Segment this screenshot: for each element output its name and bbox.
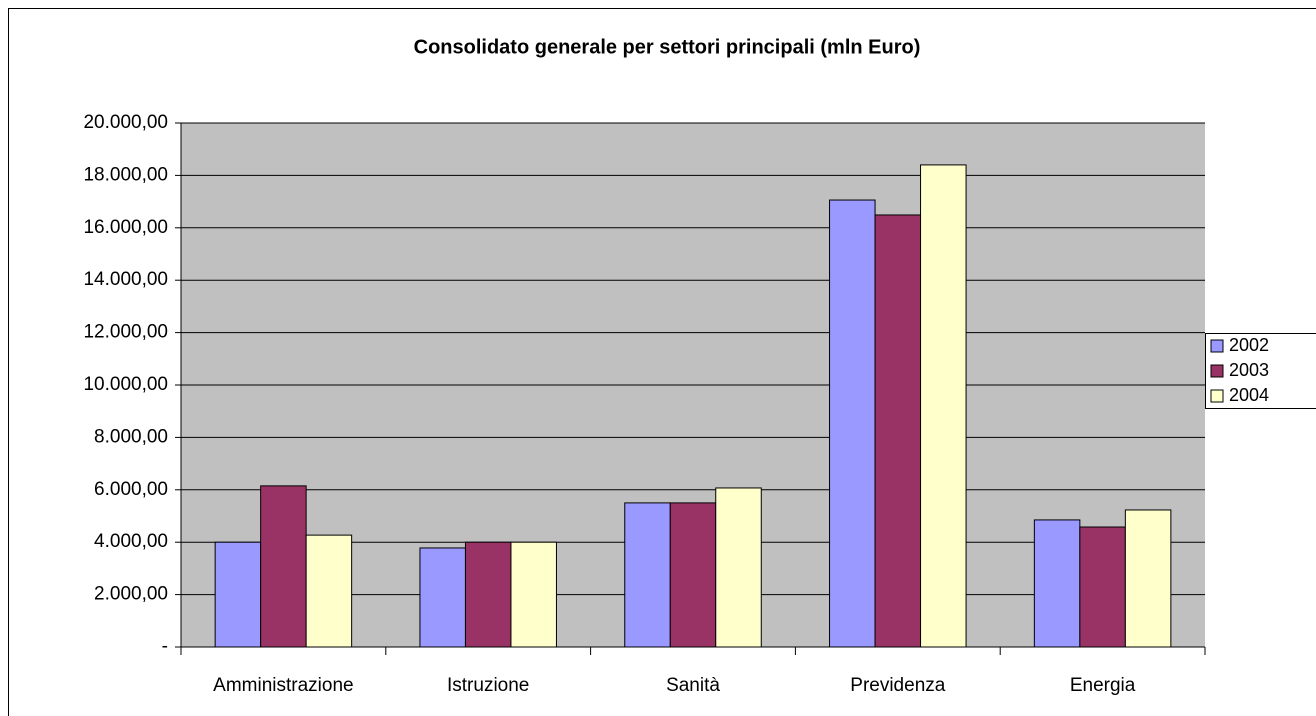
bar	[464, 541, 512, 648]
y-tick-label: 14.000,00	[83, 269, 168, 290]
y-tick-label: 4.000,00	[94, 531, 168, 552]
bar	[305, 534, 353, 648]
legend-swatch	[1210, 389, 1224, 403]
bar	[1079, 526, 1126, 648]
y-tick-label: 12.000,00	[83, 322, 168, 343]
y-tick-label: 8.000,00	[94, 426, 168, 447]
bar	[920, 164, 967, 648]
bar	[715, 487, 762, 648]
y-tick-label: 20.000,00	[83, 112, 168, 133]
y-tick-label: 16.000,00	[83, 217, 168, 238]
legend-swatch	[1210, 339, 1224, 353]
bar	[1124, 509, 1172, 648]
y-tick-label: 10.000,00	[83, 374, 168, 395]
x-tick-label: Amministrazione	[213, 675, 353, 696]
bar	[874, 214, 922, 648]
chart-title: Consolidato generale per settori princip…	[414, 36, 921, 58]
y-tick-label: 6.000,00	[94, 479, 168, 500]
bar	[669, 502, 717, 648]
legend-swatch	[1210, 364, 1224, 378]
bar	[419, 547, 466, 648]
y-tick-label: 2.000,00	[94, 584, 168, 605]
bar	[1033, 519, 1081, 648]
x-tick-label: Energia	[1070, 675, 1136, 696]
bar	[260, 485, 307, 648]
y-tick-label: -	[162, 636, 168, 657]
legend-label: 2003	[1229, 360, 1269, 380]
y-tick-label: 18.000,00	[83, 164, 168, 185]
x-tick-label: Istruzione	[447, 675, 529, 696]
bar	[624, 502, 671, 648]
bar	[829, 199, 876, 648]
x-tick-label: Sanità	[666, 675, 720, 696]
legend-label: 2002	[1229, 335, 1269, 355]
x-tick-label: Previdenza	[850, 675, 945, 696]
legend-label: 2004	[1229, 385, 1269, 405]
legend-box	[1205, 333, 1316, 409]
bar	[510, 541, 557, 648]
bar	[214, 541, 262, 648]
